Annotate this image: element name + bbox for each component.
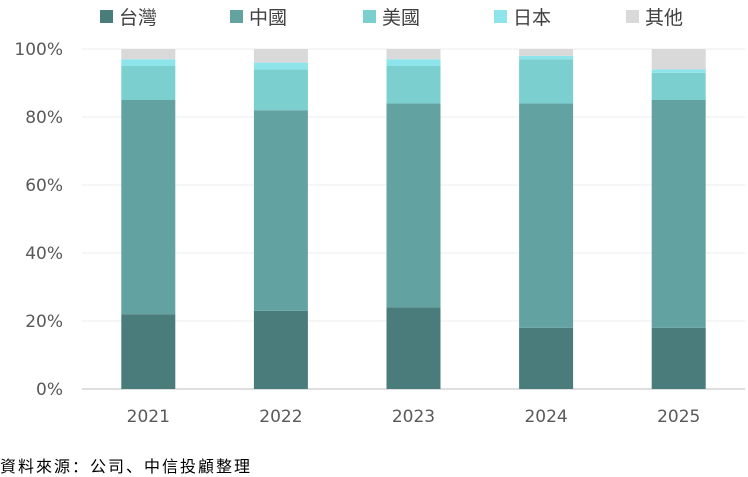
y-tick-label: 100% — [14, 40, 63, 60]
x-tick-label: 2024 — [524, 407, 567, 427]
bar-segment — [253, 69, 308, 111]
y-tick-label: 40% — [25, 244, 63, 264]
source-note: 資料來源：公司、中信投顧整理 — [0, 457, 253, 476]
bar-segment — [121, 59, 176, 66]
bar-segment — [386, 59, 441, 66]
y-tick-label: 20% — [25, 312, 63, 332]
bar-segment — [519, 103, 574, 328]
legend-swatch-japan — [494, 10, 507, 23]
bar-segment — [651, 49, 706, 70]
bar-segment — [519, 327, 574, 389]
legend-item-others: 其他 — [626, 3, 683, 30]
bar-segment — [651, 327, 706, 389]
y-tick-label: 60% — [25, 176, 63, 196]
bar-segment — [386, 307, 441, 389]
legend-item-china: 中國 — [230, 3, 287, 30]
x-tick-label: 2022 — [259, 407, 302, 427]
bar-segment — [386, 49, 441, 60]
x-tick-label: 2023 — [392, 407, 435, 427]
bar-segment — [519, 59, 574, 104]
bar-segment — [651, 72, 706, 100]
bar-segment — [651, 100, 706, 328]
bar-segment — [121, 66, 176, 100]
legend-label-japan: 日本 — [513, 7, 552, 29]
legend-item-taiwan: 台灣 — [100, 3, 157, 30]
legend-swatch-taiwan — [100, 10, 113, 23]
bar-segment — [519, 55, 574, 60]
y-tick-label: 80% — [25, 108, 63, 128]
legend-label-taiwan: 台灣 — [119, 7, 158, 29]
bar-segment — [386, 103, 441, 308]
bar-segment — [253, 310, 308, 389]
legend-label-china: 中國 — [249, 7, 288, 29]
legend-item-japan: 日本 — [494, 3, 551, 30]
legend-swatch-others — [626, 10, 639, 23]
bar-segment — [253, 110, 308, 311]
bar-segment — [121, 314, 176, 389]
y-tick-label: 0% — [36, 380, 63, 400]
x-tick-label: 2021 — [127, 407, 170, 427]
bar-segment — [651, 69, 706, 73]
chart-legend: 台灣 中國 美國 日本 其他 — [0, 3, 748, 30]
legend-label-usa: 美國 — [382, 7, 421, 29]
bar-segment — [386, 66, 441, 104]
x-tick-label: 2025 — [657, 407, 700, 427]
bar-segment — [253, 62, 308, 70]
legend-swatch-china — [230, 10, 243, 23]
legend-swatch-usa — [363, 10, 376, 23]
bar-segment — [519, 49, 574, 56]
bar-segment — [253, 49, 308, 63]
legend-item-usa: 美國 — [363, 3, 420, 30]
legend-label-others: 其他 — [645, 7, 684, 29]
bar-segment — [121, 100, 176, 315]
bar-segment — [121, 49, 176, 60]
